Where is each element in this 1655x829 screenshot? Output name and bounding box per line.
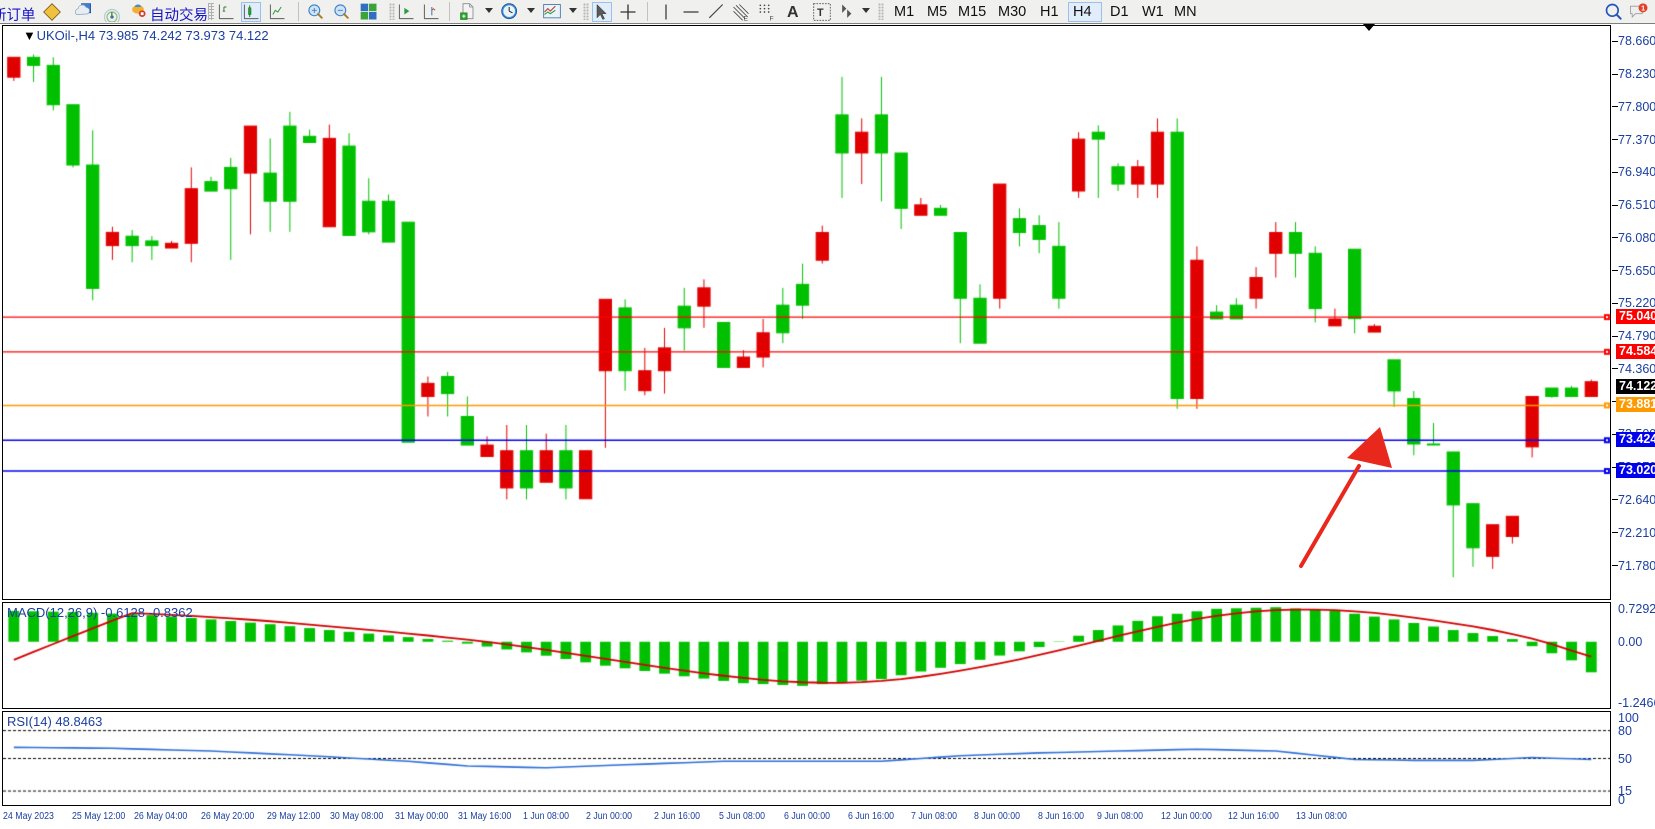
svg-text:F: F: [770, 15, 774, 22]
svg-text:T: T: [817, 7, 824, 19]
svg-text:E: E: [744, 15, 749, 22]
svg-text:1: 1: [1641, 4, 1645, 12]
